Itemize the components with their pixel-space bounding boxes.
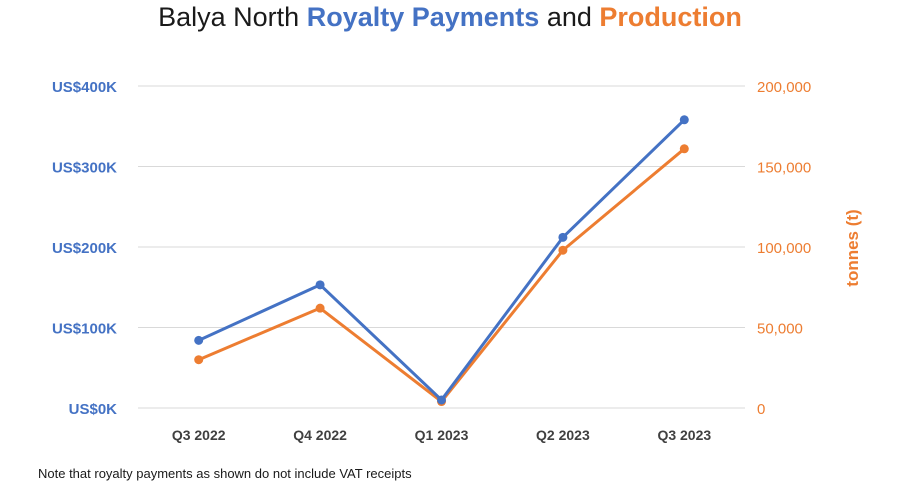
x-tick-label: Q1 2023 — [415, 427, 469, 443]
left-tick-label: US$300K — [52, 160, 117, 177]
chart-title: Balya North Royalty Payments and Product… — [0, 2, 900, 33]
x-tick-label: Q2 2023 — [536, 427, 590, 443]
right-tick-label: 200,000 — [757, 79, 811, 96]
chart-title-royalty: Royalty Payments — [306, 2, 540, 32]
chart-title-prefix: Balya North — [158, 2, 307, 32]
left-tick-label: US$0K — [69, 401, 118, 418]
right-tick-label: 150,000 — [757, 160, 811, 177]
production-point — [194, 355, 204, 365]
chart-title-production: Production — [599, 2, 742, 32]
left-tick-label: US$400K — [52, 79, 117, 96]
production-point — [315, 303, 325, 313]
series-group — [194, 115, 689, 407]
royalty-point — [679, 115, 689, 125]
right-tick-label: 50,000 — [757, 321, 803, 338]
production-point — [679, 144, 689, 154]
x-tick-label: Q3 2023 — [657, 427, 711, 443]
royalty-point — [437, 395, 446, 405]
royalty-point — [558, 232, 568, 242]
gridlines — [138, 85, 745, 409]
chart-title-middle: and — [539, 2, 600, 32]
right-axis-title: tonnes (t) — [843, 209, 862, 286]
x-axis: Q3 2022 Q4 2022 Q1 2023 Q2 2023 Q3 2023 — [172, 427, 712, 443]
royalty-point — [194, 335, 204, 345]
production-point — [558, 245, 568, 255]
left-tick-label: US$200K — [52, 240, 117, 257]
right-tick-label: 100,000 — [757, 240, 811, 257]
left-tick-label: US$100K — [52, 321, 117, 338]
royalty-line — [198, 118, 686, 402]
x-tick-label: Q4 2022 — [293, 427, 347, 443]
royalty-point — [315, 280, 325, 290]
x-tick-label: Q3 2022 — [172, 427, 226, 443]
right-tick-label: 0 — [757, 401, 765, 418]
right-axis: 0 50,000 100,000 150,000 200,000 — [757, 79, 811, 418]
footnote: Note that royalty payments as shown do n… — [38, 466, 412, 481]
left-axis: US$0K US$100K US$200K US$300K US$400K — [52, 79, 117, 418]
production-line — [198, 147, 686, 404]
